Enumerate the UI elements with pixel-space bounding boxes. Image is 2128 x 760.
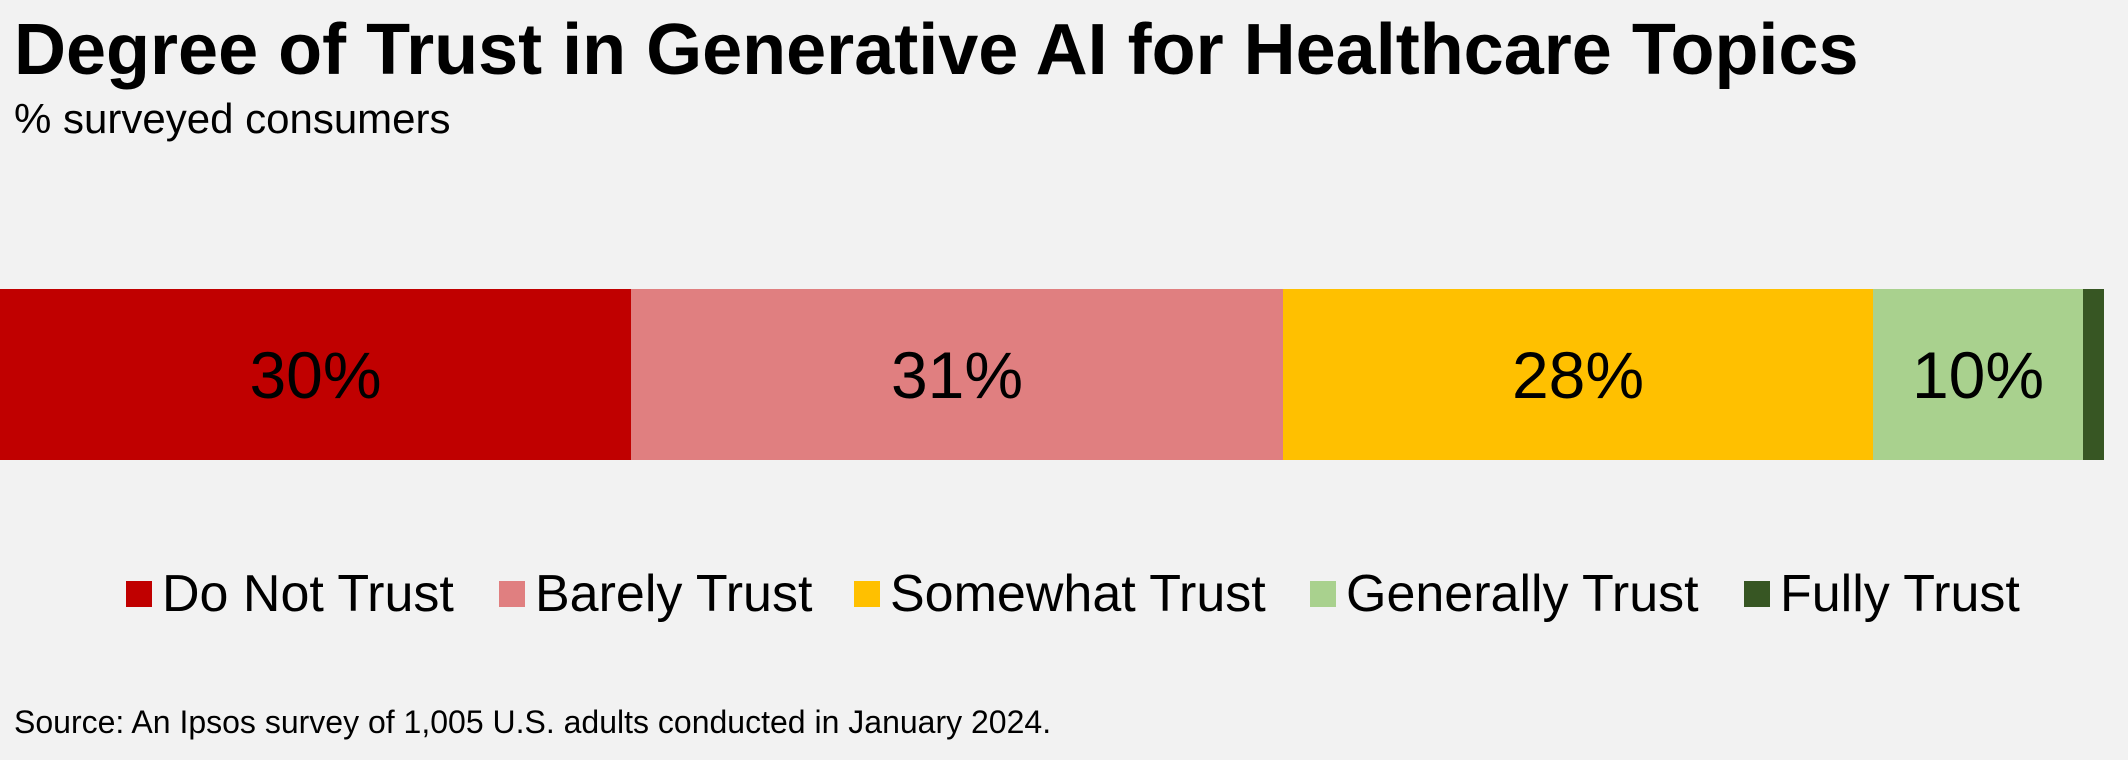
legend-label: Barely Trust <box>535 565 813 623</box>
bar-segment-somewhat-trust <box>1283 289 1873 460</box>
legend-swatch <box>126 581 152 607</box>
legend-label: Generally Trust <box>1346 565 1699 623</box>
chart-subtitle: % surveyed consumers <box>14 95 451 142</box>
legend-swatch <box>1310 581 1336 607</box>
source-note: Source: An Ipsos survey of 1,005 U.S. ad… <box>14 704 1052 740</box>
chart-legend: Do Not Trust Barely Trust Somewhat Trust Ge… <box>0 554 2128 634</box>
legend-label: Somewhat Trust <box>890 565 1266 623</box>
data-label: 30% <box>249 337 382 412</box>
bar-segment-fully-trust <box>2083 289 2104 460</box>
bar-segment-do-not-trust <box>0 289 631 460</box>
legend-swatch <box>854 581 880 607</box>
legend-item-do-not-trust: Do Not Trust <box>126 554 454 634</box>
legend-item-fully-trust: Fully Trust <box>1744 554 2020 634</box>
legend-label: Do Not Trust <box>162 565 454 623</box>
chart-title: Degree of Trust in Generative AI for Hea… <box>14 10 1859 90</box>
data-label: 10% <box>1911 337 2045 412</box>
legend-item-barely-trust: Barely Trust <box>499 554 812 634</box>
legend-item-somewhat-trust: Somewhat Trust <box>854 554 1266 634</box>
stacked-bar: 30% 31% 28% 10% <box>0 289 2104 460</box>
data-label: 28% <box>1511 337 1645 412</box>
legend-swatch <box>1744 581 1770 607</box>
legend-swatch <box>499 581 525 607</box>
legend-label: Fully Trust <box>1780 565 2020 623</box>
bar-segment-barely-trust <box>631 289 1283 460</box>
data-label: 31% <box>890 337 1024 412</box>
bar-segment-generally-trust <box>1873 289 2083 460</box>
legend-item-generally-trust: Generally Trust <box>1310 554 1699 634</box>
